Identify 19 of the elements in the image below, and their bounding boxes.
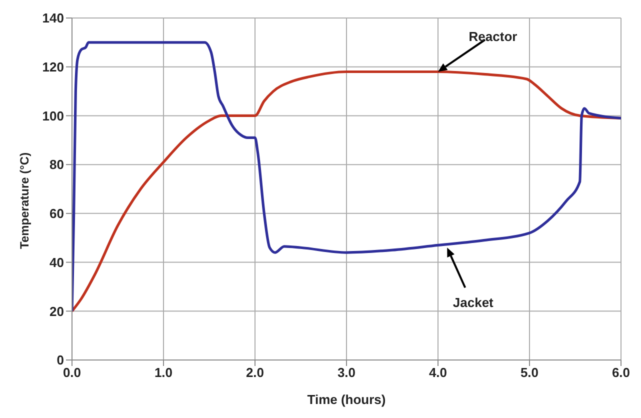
x-tick-label: 4.0: [428, 365, 448, 380]
y-tick-label: 0: [56, 352, 64, 368]
x-tick-label: 6.0: [612, 365, 630, 380]
y-tick-label: 20: [50, 304, 64, 319]
annotation: Reactor: [468, 29, 518, 44]
x-tick-label: 0.0: [62, 365, 82, 380]
x-tick-label: 2.0: [246, 365, 264, 380]
x-tick-label: 5.0: [520, 365, 539, 380]
x-axis-title: Time (hours): [307, 392, 386, 407]
y-tick-label: 120: [42, 59, 64, 74]
x-tick-label: 1.0: [154, 365, 173, 380]
y-tick-label: 60: [50, 206, 64, 222]
y-tick-label: 100: [42, 108, 64, 124]
y-axis-title: Temperature (°C): [17, 152, 32, 249]
x-tick-label: 3.0: [337, 365, 356, 380]
annotation: Jacket: [452, 295, 494, 310]
y-tick-label: 140: [42, 10, 64, 26]
y-tick-label: 80: [50, 157, 64, 172]
y-tick-label: 40: [50, 254, 64, 270]
